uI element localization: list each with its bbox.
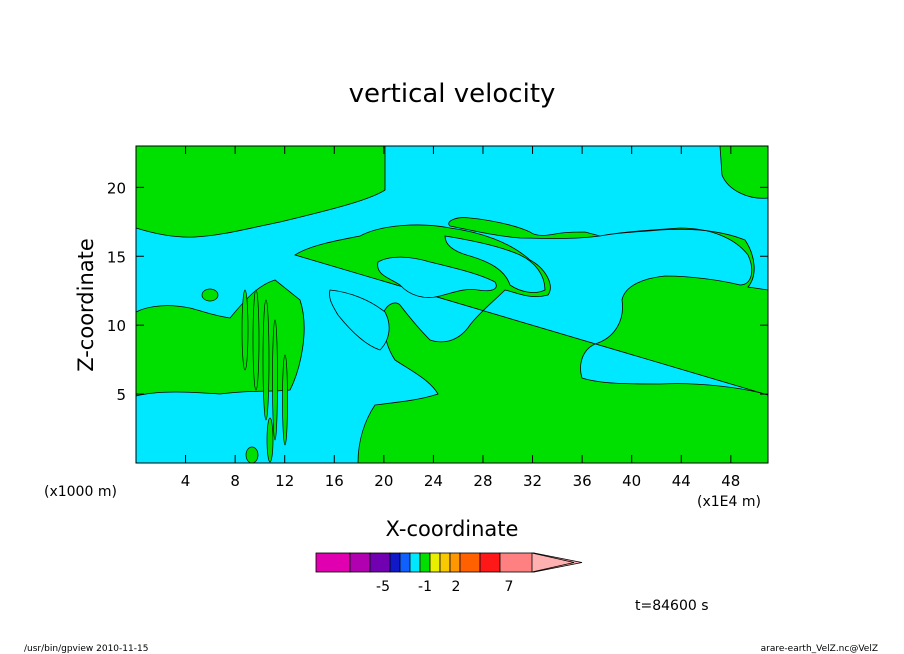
colorbar-label: 7 [505,579,514,595]
filaments [201,288,288,463]
contour-fill [136,146,768,463]
x-tick-label: 28 [473,472,492,490]
x-axis: 4 8 12 16 20 24 28 32 36 40 44 48 [181,146,740,490]
colorbar-segment [349,552,371,573]
y-axis: 5 10 15 20 [107,179,768,404]
colorbar-segment [459,552,481,573]
colorbar-label: 2 [452,579,461,595]
colorbar-segment [499,552,535,573]
x-unit-left: (x1000 m) [44,484,117,500]
x-tick-label: 8 [230,472,240,490]
y-axis-title: Z-coordinate [74,238,98,372]
y-tick-label: 20 [107,179,126,197]
colorbar-segment [479,552,501,573]
colorbar-segment [315,552,351,573]
x-axis-title: X-coordinate [386,517,519,541]
colorbar-label: -5 [376,579,390,595]
colorbar-segment [399,552,411,573]
plot-frame [135,145,769,464]
colorbar-labels: -5 -1 2 7 [376,579,513,595]
footer-right: arare-earth_VelZ.nc@VelZ [761,644,878,654]
colorbar-segment [439,552,451,573]
negative-tongue [329,289,390,351]
y-tick-label: 5 [116,386,126,404]
x-tick-label: 4 [181,472,191,490]
x-tick-label: 20 [374,472,393,490]
y-tick-label: 10 [107,317,126,335]
colorbar-segment [449,552,461,573]
x-tick-label: 24 [424,472,443,490]
time-label: t=84600 s [635,598,709,614]
negative-pocket-center [377,256,497,298]
positive-region-upper-left [136,146,386,238]
x-tick-label: 44 [672,472,691,490]
colorbar-segment [369,552,391,573]
x-tick-label: 36 [573,472,592,490]
colorbar [315,552,583,573]
colorbar-segment [409,552,421,573]
y-tick-label: 15 [107,248,126,266]
x-tick-label: 40 [622,472,641,490]
x-tick-label: 48 [721,472,740,490]
colorbar-arrow-tip [531,552,575,573]
negative-pocket-right [444,235,546,293]
positive-region-left-band [136,279,305,397]
colorbar-label: -1 [418,579,432,595]
footer-left: /usr/bin/gpview 2010-11-15 [24,644,148,654]
colorbar-segment [419,552,431,573]
x-unit-right: (x1E4 m) [697,494,761,510]
x-tick-label: 16 [325,472,344,490]
x-tick-label: 12 [275,472,294,490]
x-tick-label: 32 [523,472,542,490]
chart-title: vertical velocity [349,79,556,109]
colorbar-segment [429,552,441,573]
colorbar-segment [389,552,401,573]
